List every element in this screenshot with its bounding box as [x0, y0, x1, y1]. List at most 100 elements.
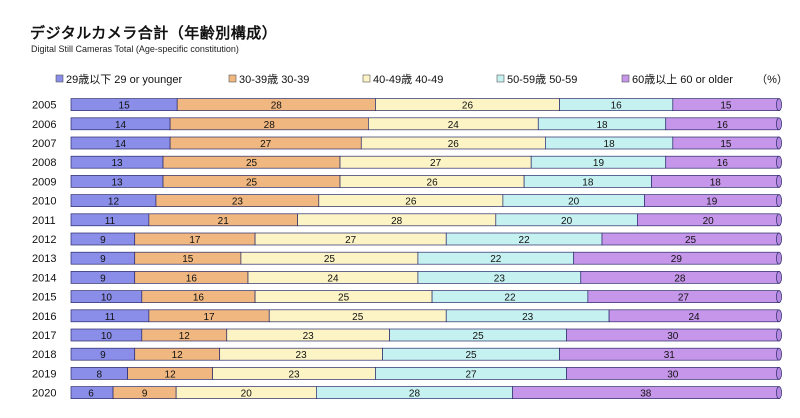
- legend-swatch: [228, 74, 237, 83]
- legend-item: 40-49歳 40-49: [362, 73, 443, 86]
- category-label: 2012: [32, 234, 56, 246]
- legend-label: 29歳以下 29 or younger: [66, 73, 183, 86]
- category-label: 2020: [32, 388, 56, 400]
- bar-row: 2016 11 17 25 23 24: [32, 309, 782, 323]
- bar-end-cap: [776, 347, 782, 361]
- data-label: 24: [327, 273, 339, 284]
- data-label: 23: [296, 350, 308, 361]
- bar-row: 2017 10 12 23 25 30: [32, 328, 782, 342]
- bar-row: 2014 9 16 24 23 28: [32, 271, 782, 284]
- category-label: 2006: [32, 119, 56, 131]
- data-label: 21: [218, 216, 230, 227]
- data-label: 18: [604, 139, 616, 150]
- category-label: 2017: [32, 330, 56, 342]
- data-label: 9: [142, 389, 148, 400]
- bar-row: 2013 9 15 25 22 29: [32, 251, 782, 265]
- data-label: 29: [671, 254, 683, 265]
- bar-end-cap: [776, 232, 782, 246]
- data-label: 10: [101, 293, 113, 304]
- data-label: 15: [720, 101, 732, 112]
- data-label: 25: [324, 254, 336, 265]
- data-label: 27: [678, 293, 690, 304]
- data-label: 15: [119, 101, 131, 112]
- data-label: 25: [352, 312, 364, 323]
- data-label: 22: [504, 293, 516, 304]
- bar-end-cap: [776, 155, 782, 169]
- data-label: 25: [246, 158, 258, 169]
- data-label: 15: [182, 254, 194, 265]
- data-label: 26: [405, 197, 417, 208]
- category-label: 2015: [32, 292, 56, 304]
- data-label: 11: [105, 216, 116, 227]
- bar-end-cap: [776, 271, 782, 284]
- data-label: 38: [640, 389, 652, 400]
- bar-end-cap: [776, 367, 782, 380]
- category-label: 2010: [32, 196, 56, 208]
- legend-swatch: [621, 74, 630, 83]
- data-label: 19: [706, 197, 718, 208]
- category-label: 2008: [32, 157, 56, 169]
- data-label: 9: [100, 273, 106, 284]
- bar-row: 2020 6 9 20 28 38: [32, 386, 782, 400]
- bar-end-cap: [776, 290, 782, 303]
- data-label: 25: [246, 177, 258, 188]
- data-label: 25: [685, 235, 697, 246]
- data-label: 23: [494, 273, 506, 284]
- data-label: 15: [720, 139, 732, 150]
- category-label: 2016: [32, 311, 56, 323]
- data-label: 28: [271, 101, 283, 112]
- data-label: 30: [667, 331, 679, 342]
- bar-end-cap: [776, 328, 782, 342]
- data-label: 12: [179, 331, 191, 342]
- bar-row: 2011 11 21 28 20 20: [32, 213, 782, 227]
- data-label: 16: [611, 101, 623, 112]
- data-label: 23: [232, 197, 244, 208]
- data-label: 28: [674, 273, 686, 284]
- category-label: 2018: [32, 349, 56, 361]
- bar-end-cap: [776, 251, 782, 265]
- data-label: 17: [203, 312, 215, 323]
- bar-end-cap: [776, 309, 782, 323]
- bar-end-cap: [776, 98, 782, 111]
- bar-end-cap: [776, 386, 782, 399]
- data-label: 18: [710, 177, 722, 188]
- bar-row: 2018 9 12 23 25 31: [32, 347, 782, 361]
- legend-label: 40-49歳 40-49: [373, 73, 443, 86]
- category-label: 2005: [32, 100, 56, 112]
- legend-item: 29歳以下 29 or younger: [55, 73, 183, 86]
- bar-row: 2006 14 28 24 18 16: [32, 117, 782, 131]
- legend-swatch: [362, 74, 371, 83]
- data-label: 25: [338, 293, 350, 304]
- bar-row: 2009 13 25 26 18 18: [32, 175, 782, 188]
- bar-end-cap: [776, 194, 782, 207]
- bar-row: 2007 14 27 26 18 15: [32, 136, 782, 150]
- data-label: 16: [717, 158, 729, 169]
- unit-label: （%）: [756, 73, 788, 86]
- data-label: 12: [165, 369, 177, 380]
- data-label: 20: [568, 197, 580, 208]
- data-label: 16: [193, 293, 205, 304]
- data-label: 13: [111, 158, 123, 169]
- data-label: 22: [519, 235, 531, 246]
- chart-subtitle: Digital Still Cameras Total (Age-specifi…: [31, 44, 239, 54]
- category-label: 2009: [32, 176, 56, 188]
- bar-row: 2008 13 25 27 19 16: [32, 155, 782, 169]
- data-label: 24: [688, 312, 700, 323]
- data-label: 22: [490, 254, 502, 265]
- data-label: 9: [100, 235, 106, 246]
- category-label: 2013: [32, 253, 56, 265]
- data-label: 31: [664, 350, 676, 361]
- legend-label: 50-59歳 50-59: [507, 73, 577, 86]
- chart-title: デジタルカメラ合計（年齢別構成）: [30, 25, 278, 42]
- data-label: 18: [596, 120, 608, 131]
- bar-end-cap: [776, 213, 782, 227]
- data-label: 10: [101, 331, 113, 342]
- bar-end-cap: [776, 175, 782, 188]
- legend-item: 30-39歳 30-39: [228, 73, 309, 86]
- legend-swatch: [496, 74, 505, 83]
- bar-end-cap: [776, 136, 782, 150]
- data-label: 12: [108, 197, 120, 208]
- data-label: 18: [582, 177, 594, 188]
